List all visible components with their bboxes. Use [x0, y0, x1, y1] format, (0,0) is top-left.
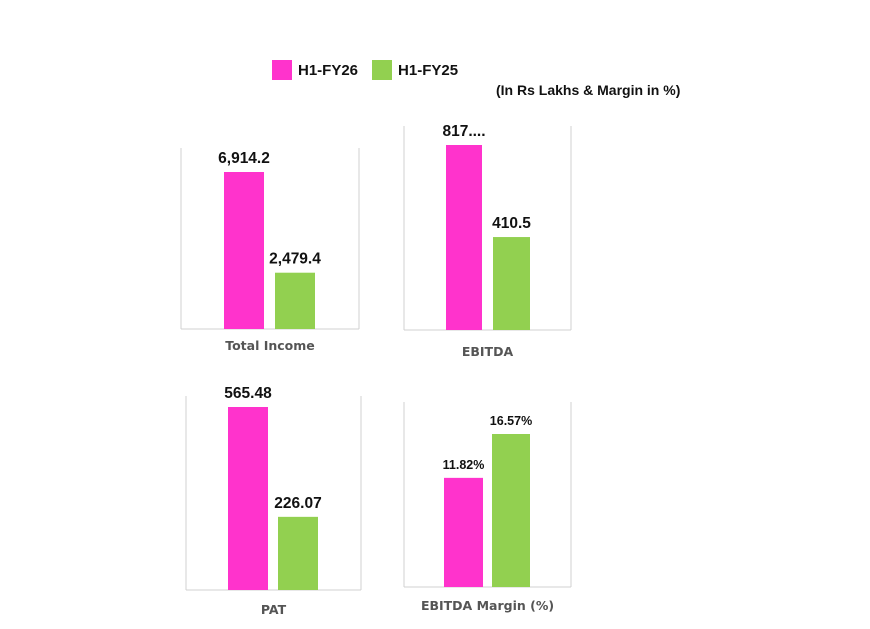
bar-h1-fy26: [444, 477, 483, 587]
chart-pat: 565.48 226.07 PAT: [185, 385, 362, 617]
data-label-h1-fy25: 410.5: [492, 215, 531, 232]
bar-h1-fy26: [224, 172, 264, 329]
legend-item-h1-fy25: H1-FY25: [372, 60, 458, 80]
chart-total-income: 6,914.2 2,479.4 Total Income: [180, 148, 360, 353]
chart-legend: H1-FY26 H1-FY25: [272, 60, 472, 80]
data-label-h1-fy26: 6,914.2: [218, 150, 270, 167]
category-label: Total Income: [225, 338, 315, 353]
bar-h1-fy25: [493, 237, 530, 330]
data-label-h1-fy26: 11.82%: [443, 458, 485, 472]
legend-item-h1-fy26: H1-FY26: [272, 60, 358, 80]
data-label-h1-fy26: 817....: [442, 123, 485, 140]
bar-h1-fy26: [446, 145, 482, 330]
bar-h1-fy25: [492, 434, 530, 587]
bar-h1-fy25: [275, 272, 315, 329]
data-label-h1-fy25: 16.57%: [490, 414, 532, 428]
data-label-h1-fy25: 2,479.4: [269, 251, 321, 268]
legend-label-h1-fy26: H1-FY26: [298, 61, 359, 79]
legend-swatch-h1-fy25: [372, 60, 393, 80]
legend-swatch-h1-fy26: [272, 60, 292, 80]
bar-h1-fy25: [278, 516, 318, 590]
bar-h1-fy26: [228, 407, 268, 590]
chart-ebitda-margin: 11.82% 16.57% EBITDA Margin (%): [403, 402, 572, 613]
data-label-h1-fy25: 226.07: [274, 495, 321, 512]
legend-label-h1-fy25: H1-FY25: [398, 61, 459, 79]
category-label: EBITDA: [462, 344, 514, 359]
category-label: EBITDA Margin (%): [421, 598, 554, 613]
category-label: PAT: [261, 602, 287, 617]
chart-ebitda: 817.... 410.5 EBITDA: [403, 123, 572, 359]
data-label-h1-fy26: 565.48: [224, 385, 272, 402]
unit-note: (In Rs Lakhs & Margin in %): [496, 82, 681, 98]
